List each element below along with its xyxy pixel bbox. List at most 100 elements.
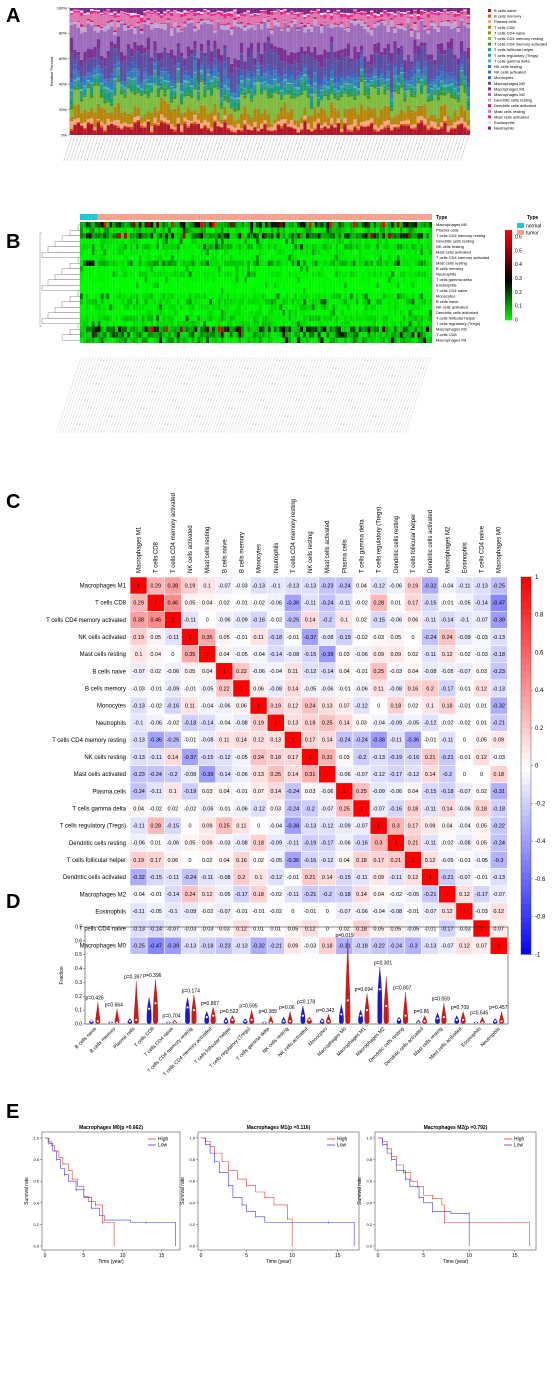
- bar-segment-a: [466, 108, 471, 111]
- bar-segment-a: [333, 83, 337, 85]
- bar-segment-a: [226, 125, 231, 128]
- bar-segment-a: [316, 122, 321, 124]
- bar-segment-a: [143, 75, 147, 80]
- bar-segment-a: [330, 102, 334, 105]
- heatmap-cell-b: [147, 227, 151, 234]
- bar-segment-a: [73, 69, 77, 73]
- sample-label-a: [156, 135, 166, 162]
- bar-segment-a: [270, 49, 274, 71]
- legend-label-a: T cells regulatory (Tregs): [494, 53, 539, 58]
- heatmap-cell-b: [373, 227, 377, 234]
- heatmap-cell-b: [244, 271, 248, 278]
- heatmap-cell-b: [253, 249, 257, 256]
- heatmap-cell-b: [323, 299, 327, 305]
- heatmap-cell-b: [326, 266, 330, 272]
- heatmap-cell-b: [206, 282, 210, 289]
- bar-segment-a: [100, 121, 104, 126]
- tick-label-a: 100%: [57, 5, 68, 10]
- bar-segment-a: [100, 73, 104, 76]
- heatmap-cell-b: [103, 227, 107, 234]
- heatmap-cell-b: [209, 233, 213, 239]
- heatmap-cell-b: [288, 255, 292, 261]
- heatmap-cell-b: [332, 260, 336, 267]
- bar-segment-a: [80, 10, 84, 13]
- bar-segment-a: [463, 74, 467, 77]
- heatmap-cell-b: [390, 260, 394, 267]
- bar-segment-a: [70, 98, 74, 106]
- bar-segment-a: [230, 108, 234, 114]
- heatmap-cell-b: [317, 249, 321, 256]
- bar-segment-a: [246, 13, 251, 24]
- type-annotation-cell: [297, 214, 301, 220]
- heatmap-cell-b: [402, 271, 406, 278]
- heatmap-cell-b: [147, 222, 151, 228]
- heatmap-cell-b: [411, 310, 415, 316]
- bar-segment-a: [163, 93, 167, 97]
- bar-segment-a: [370, 8, 374, 11]
- heatmap-cell-b: [235, 282, 239, 289]
- bar-segment-a: [350, 84, 354, 89]
- heatmap-cell-b: [308, 222, 312, 228]
- bar-segment-a: [250, 16, 254, 25]
- bar-segment-a: [250, 126, 254, 130]
- heatmap-cell-b: [420, 288, 424, 294]
- bar-segment-a: [83, 95, 87, 98]
- bar-segment-a: [360, 15, 364, 20]
- bar-segment-a: [90, 25, 94, 50]
- bar-segment-a: [190, 10, 194, 13]
- bar-segment-a: [453, 79, 457, 82]
- bar-segment-a: [320, 12, 324, 16]
- bar-segment-a: [110, 123, 114, 135]
- sample-label-a: [163, 135, 172, 162]
- heatmap-cell-b: [355, 282, 359, 289]
- heatmap-cell-b: [411, 244, 415, 250]
- bar-segment-a: [266, 21, 271, 28]
- heatmap-cell-b: [247, 255, 251, 261]
- heatmap-cell-b: [329, 222, 333, 228]
- heatmap-cell-b: [121, 260, 125, 267]
- heatmap-cell-b: [256, 271, 259, 278]
- bar-segment-a: [286, 72, 291, 78]
- heatmap-cell-b: [267, 304, 271, 311]
- bar-segment-a: [246, 29, 251, 48]
- bar-segment-a: [83, 97, 87, 111]
- bar-segment-a: [356, 91, 361, 95]
- heatmap-cell-b: [329, 249, 333, 256]
- bar-segment-a: [346, 28, 351, 32]
- bar-segment-a: [216, 125, 221, 127]
- bar-segment-a: [380, 22, 384, 52]
- bar-segment-a: [360, 45, 364, 51]
- bar-segment-a: [160, 86, 164, 91]
- heatmap-cell-b: [414, 233, 418, 239]
- bar-segment-a: [380, 12, 384, 15]
- heatmap-cell-b: [338, 266, 342, 272]
- heatmap-cell-b: [144, 293, 148, 300]
- bar-segment-a: [363, 74, 367, 78]
- heatmap-cell-b: [153, 260, 157, 267]
- heatmap-cell-b: [376, 233, 380, 239]
- bar-segment-a: [283, 74, 287, 76]
- bar-segment-a: [240, 113, 244, 129]
- heatmap-cell-b: [311, 288, 315, 294]
- heatmap-cell-b: [200, 249, 204, 256]
- heatmap-cell-b: [162, 310, 166, 316]
- bar-segment-a: [130, 48, 134, 57]
- bar-segment-a: [443, 86, 447, 92]
- bar-segment-a: [100, 28, 104, 30]
- heatmap-cell-b: [191, 293, 195, 300]
- bar-segment-a: [296, 132, 301, 133]
- bar-segment-a: [333, 11, 337, 13]
- bar-segment-a: [370, 35, 374, 55]
- heatmap-cell-b: [297, 260, 301, 267]
- bar-segment-a: [310, 128, 314, 131]
- bar-segment-a: [270, 79, 274, 86]
- bar-segment-a: [73, 85, 77, 89]
- bar-segment-a: [356, 130, 361, 135]
- bar-segment-a: [376, 95, 381, 118]
- bar-segment-a: [250, 89, 254, 95]
- bar-segment-a: [126, 67, 131, 71]
- bar-segment-a: [233, 98, 237, 99]
- bar-segment-a: [460, 105, 464, 107]
- heatmap-cell-b: [115, 293, 119, 300]
- bar-segment-a: [426, 93, 431, 96]
